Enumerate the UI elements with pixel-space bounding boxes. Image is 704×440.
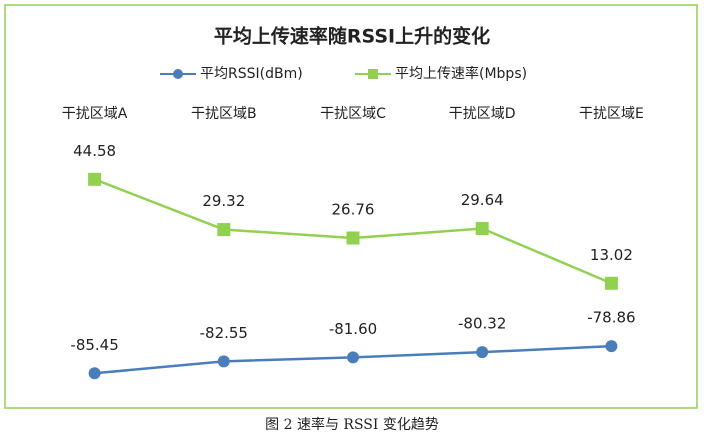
data-label: -78.86 <box>587 309 635 327</box>
chart-frame <box>4 4 698 409</box>
point <box>604 276 618 290</box>
data-label: -80.32 <box>458 315 506 333</box>
point <box>475 222 489 236</box>
x-tick-label: 干扰区域B <box>191 106 257 122</box>
point <box>88 172 102 186</box>
data-label: 29.32 <box>202 192 245 210</box>
point <box>605 340 618 353</box>
chart-title: 平均上传速率随RSSI上升的变化 <box>214 25 490 48</box>
x-tick-label: 干扰区域A <box>62 106 128 122</box>
caption: 图 2 速率与 RSSI 变化趋势 <box>265 416 439 433</box>
point <box>476 346 489 359</box>
data-label: 44.58 <box>73 142 116 160</box>
legend-label: 平均上传速率(Mbps) <box>395 65 527 82</box>
data-label: -82.55 <box>200 324 248 342</box>
legend-marker <box>173 69 183 79</box>
x-tick-label: 干扰区域C <box>320 106 386 122</box>
x-tick-label: 干扰区域D <box>449 106 516 122</box>
data-label: 13.02 <box>590 246 633 264</box>
point <box>346 231 360 245</box>
legend-marker <box>368 69 378 79</box>
point <box>217 355 230 368</box>
point <box>217 223 231 237</box>
data-label: -85.45 <box>70 336 118 354</box>
legend-label: 平均RSSI(dBm) <box>200 66 303 82</box>
point <box>88 367 101 380</box>
point <box>347 351 359 364</box>
x-tick-label: 干扰区域E <box>579 106 644 122</box>
data-label: 29.64 <box>461 191 504 209</box>
data-label: 26.76 <box>332 201 375 219</box>
data-label: -81.60 <box>329 320 377 338</box>
